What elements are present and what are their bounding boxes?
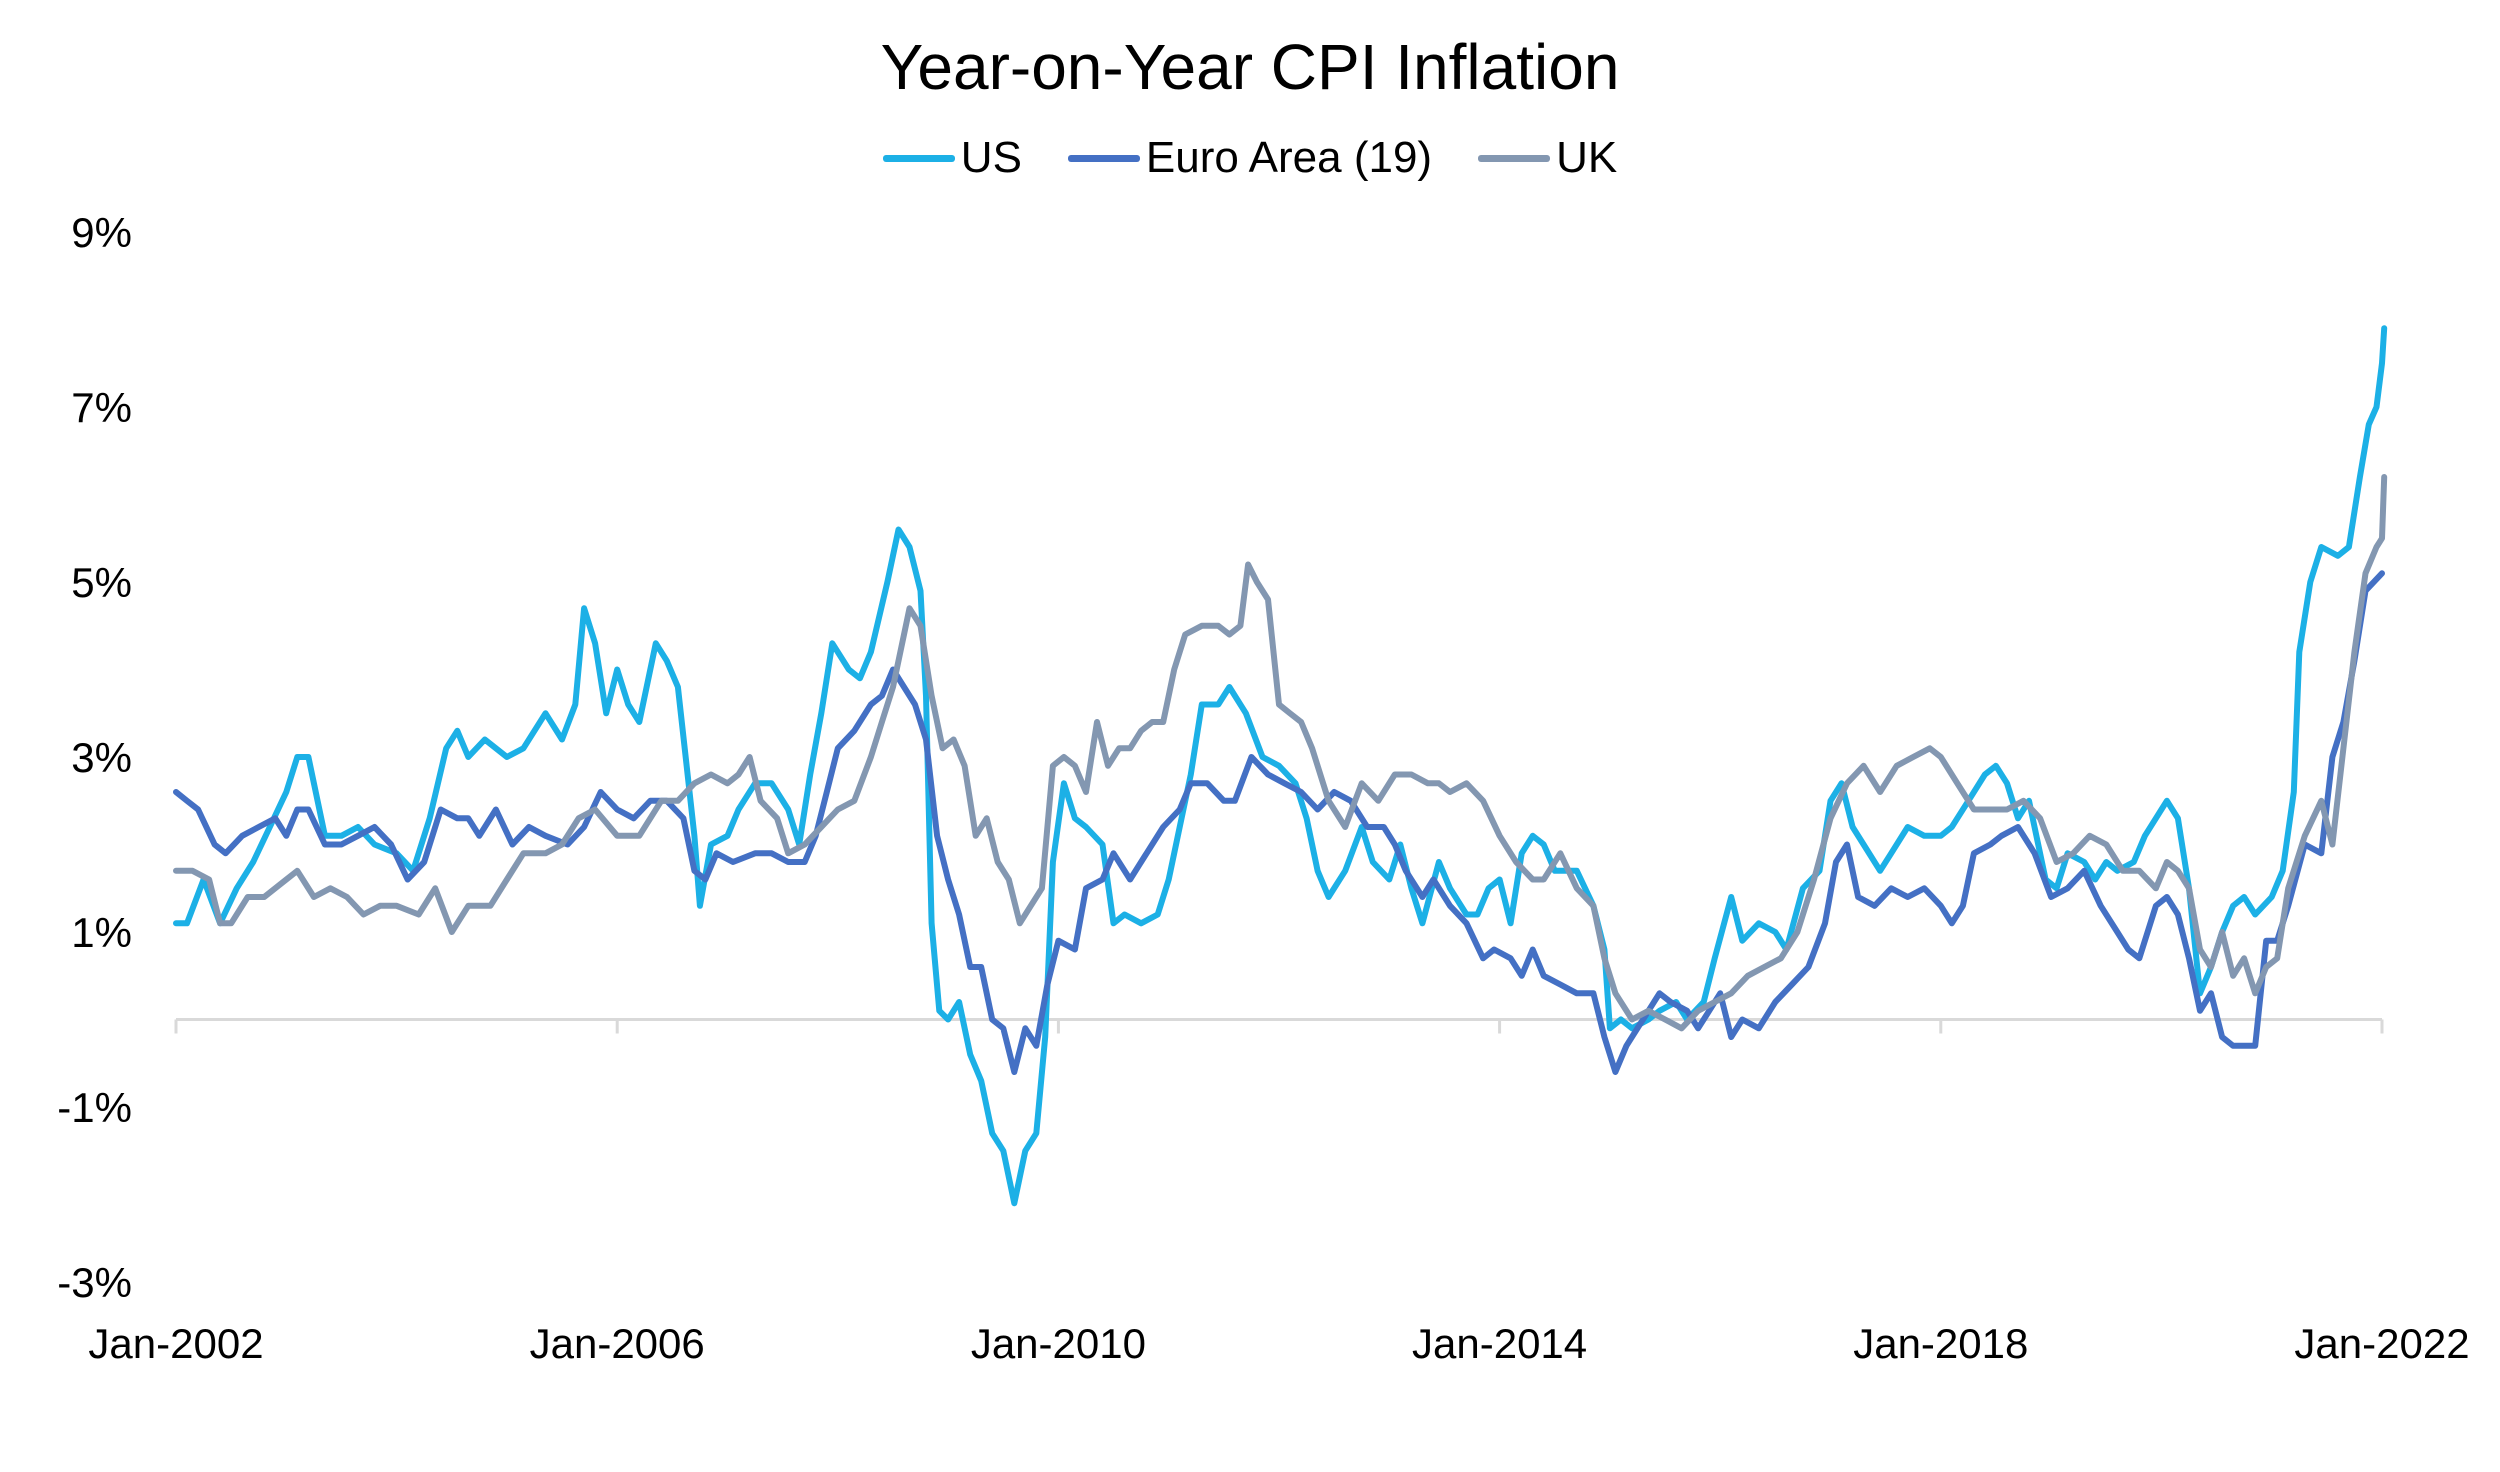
legend-item-us[interactable]: US [882, 128, 1022, 188]
y-tick-label: 3% [71, 734, 132, 781]
x-tick-label: Jan-2010 [971, 1320, 1146, 1367]
y-tick-label: -1% [57, 1084, 132, 1131]
x-tick-label: Jan-2018 [1853, 1320, 2028, 1367]
legend-swatch-us [882, 154, 955, 162]
legend-label-euro-area: Euro Area (19) [1145, 133, 1433, 182]
x-tick-label: Jan-2006 [530, 1320, 705, 1367]
series-line-us[interactable] [173, 325, 2388, 1207]
legend-label-uk: UK [1556, 133, 1618, 182]
x-tick-label: Jan-2002 [88, 1320, 263, 1367]
y-tick-label: -3% [57, 1259, 132, 1306]
y-tick-label: 5% [71, 559, 132, 606]
x-axis: Jan-2002 Jan-2006 Jan-2010 Jan-2014 Jan-2018… [88, 1018, 2470, 1367]
legend-swatch-uk [1478, 154, 1551, 162]
series-layer [173, 325, 2388, 1207]
series-line-euro-area-19[interactable] [173, 570, 2385, 1075]
y-axis-ticks: 9% 7% 5% 3% 1% -1% -3% [57, 209, 132, 1306]
legend-item-uk[interactable]: UK [1478, 128, 1617, 188]
legend: US Euro Area (19) UK [0, 128, 2500, 188]
x-tick-label: Jan-2022 [2294, 1320, 2469, 1367]
legend-swatch-euro-area [1067, 154, 1140, 162]
y-tick-label: 7% [71, 384, 132, 431]
legend-item-euro-area[interactable]: Euro Area (19) [1067, 128, 1433, 188]
chart-title: Year-on-Year CPI Inflation [880, 31, 1620, 103]
y-tick-label: 1% [71, 909, 132, 956]
y-tick-label: 9% [71, 209, 132, 256]
series-line-uk[interactable] [173, 474, 2388, 1032]
x-tick-label: Jan-2014 [1412, 1320, 1587, 1367]
legend-label-us: US [960, 133, 1022, 182]
